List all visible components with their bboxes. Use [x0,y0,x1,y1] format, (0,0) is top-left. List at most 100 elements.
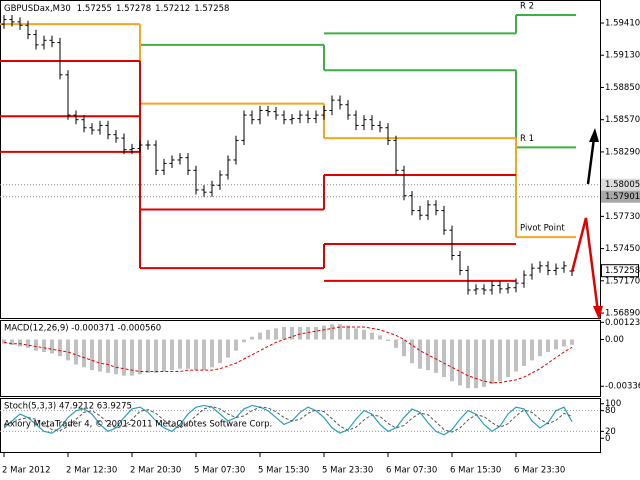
macd-bar [138,339,142,375]
x-tick-label: 2 Mar 20:30 [130,466,181,476]
stoch-panel [0,398,601,453]
macd-bar [530,339,534,361]
macd-bar [474,339,478,389]
stoch-main [3,404,573,436]
macd-bar [378,335,382,340]
header-close: 1.57258 [194,4,229,14]
x-tick-label: 6 Mar 23:30 [514,466,565,476]
macd-bar [218,339,222,364]
macd-bar [82,339,86,368]
header-high: 1.57278 [116,4,151,14]
y-tick-label: 0.001235 [605,318,640,328]
macd-signal [3,326,573,384]
macd-bar [170,339,174,371]
macd-bar [386,339,390,341]
macd-bar [330,324,334,340]
down-arrow [570,217,600,313]
macd-bar [274,328,278,340]
macd-bar [50,339,54,354]
macd-bar [498,339,502,382]
macd-bar [458,339,462,386]
macd-bar [122,339,126,376]
current-price-box [601,264,639,278]
macd-bar [554,339,558,350]
macd-bar [538,339,542,357]
x-tick-label: 5 Mar 23:30 [322,466,373,476]
macd-bar [570,339,574,345]
x-tick-label: 6 Mar 07:30 [386,466,437,476]
price-line-label: 1.57901 [605,192,640,202]
macd-bar [194,339,198,371]
macd-bar [434,339,438,373]
y-tick-label: 100 [605,399,621,409]
macd-bar [418,339,422,369]
macd-bar [338,324,342,340]
macd-title: MACD(12,26,9) -0.000371 -0.000560 [4,324,161,334]
macd-bar [10,339,14,346]
macd-bar [58,339,62,357]
y-tick-label: 1.58290 [605,147,640,157]
macd-bar [322,325,326,340]
macd-bar [234,339,238,351]
price-line-label-bg [601,190,640,203]
macd-bar [258,332,262,340]
macd-bar [514,339,518,372]
macd-bar [250,336,254,340]
y-tick-label: 1.59130 [605,51,640,61]
macd-bar [42,339,46,353]
macd-bar [114,339,118,375]
x-tick-label: 5 Mar 15:30 [258,466,309,476]
macd-bar [98,339,102,372]
macd-bar [146,339,150,373]
price-line-label: 1.58005 [605,180,640,190]
macd-bar [18,339,22,347]
signal-arrows [570,128,603,320]
macd-bar [298,327,302,340]
macd-bar [490,339,494,385]
y-tick-label: 80 [605,406,616,416]
up-arrow-head [589,128,599,142]
macd-bar [202,339,206,371]
macd-bar [26,339,30,348]
y-tick-label: -0.00336 [605,382,640,392]
down-arrow-head [593,306,603,320]
macd-bar [546,339,550,353]
y-tick-label: 1.57730 [605,212,640,222]
stoch-title: Stoch(5,3,3) 47.9212 63.9275 [4,402,132,412]
macd-bar [354,328,358,340]
up-arrow [586,137,596,185]
macd-bar [362,329,366,340]
chart-header: GBPUSDax,M30 1.57255 1.57278 1.57212 1.57258 [4,4,229,14]
pivot-label: R 1 [520,134,534,144]
macd-bar [74,339,78,365]
y-tick-label: 1.59410 [605,19,640,29]
x-tick-label: 5 Mar 07:30 [194,466,245,476]
stoch-signal [3,405,573,433]
x-tick-label: 2 Mar 2012 [2,466,50,476]
macd-bar [226,339,230,358]
y-tick-label: 1.56890 [605,309,640,319]
macd-bar [2,339,6,344]
x-tick-label: 6 Mar 15:30 [450,466,501,476]
y-tick-label: 0.00 [605,335,624,345]
y-tick-label: 1.57450 [605,244,640,254]
macd-bar [562,339,566,347]
price-line-label-bg [601,178,640,191]
macd-bar [506,339,510,378]
macd-bar [178,339,182,369]
header-low: 1.57212 [155,4,190,14]
macd-bar [162,339,166,372]
x-tick-label: 2 Mar 12:30 [66,466,117,476]
macd-bar [106,339,110,373]
macd-bar [314,327,318,340]
macd-bar [346,325,350,340]
macd-bar [370,332,374,340]
macd-bar [210,339,214,368]
y-tick-label: 20 [605,427,616,437]
macd-bar [442,339,446,378]
macd-bar [410,339,414,364]
macd-panel [0,320,601,397]
